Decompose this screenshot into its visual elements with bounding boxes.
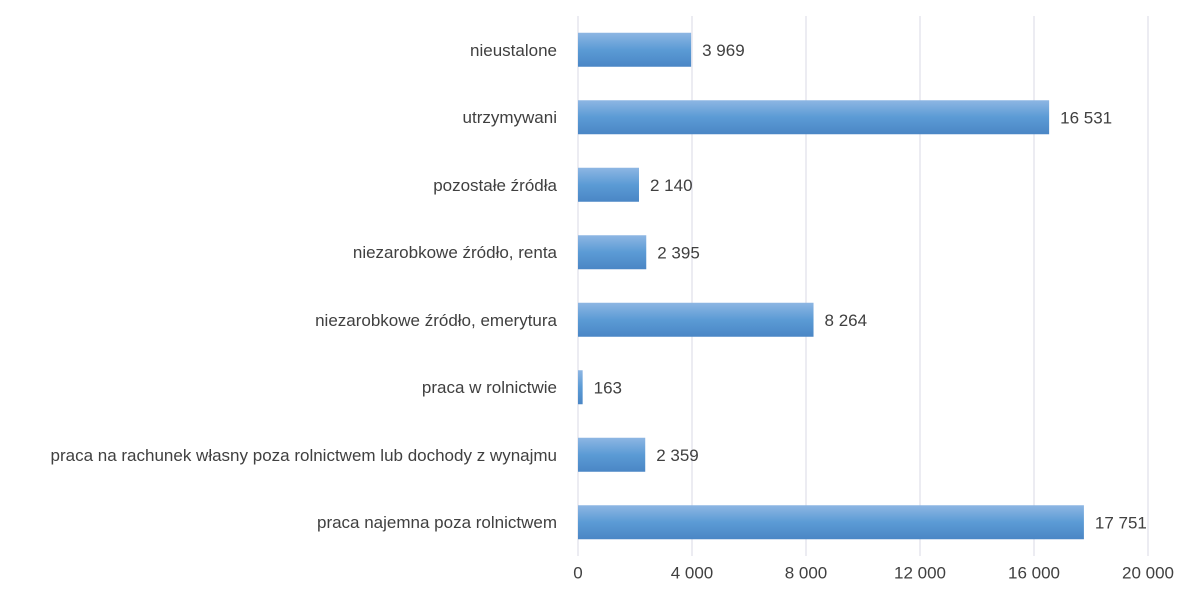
value-label: 163	[594, 379, 622, 398]
y-tick-label: praca w rolnictwie	[421, 378, 557, 398]
value-label: 2 359	[656, 446, 699, 465]
value-label: 2 140	[650, 176, 693, 195]
x-tick-label: 12 000	[894, 563, 946, 582]
y-tick-label: niezarobkowe źródło, emerytura	[315, 310, 557, 330]
y-tick-label: pozostałe źródła	[433, 175, 557, 195]
y-tick-label: niezarobkowe źródło, renta	[352, 243, 557, 263]
bar	[578, 167, 639, 202]
y-tick-label: utrzymywani	[462, 108, 557, 128]
x-tick-label: 4 000	[671, 563, 714, 582]
x-tick-label: 0	[573, 563, 582, 582]
bar	[578, 32, 692, 67]
bar	[578, 370, 583, 405]
value-label: 2 395	[657, 244, 700, 263]
value-label: 16 531	[1060, 109, 1112, 128]
value-label: 3 969	[702, 41, 745, 60]
value-label: 8 264	[825, 311, 868, 330]
y-tick-label: nieustalone	[470, 40, 557, 60]
y-tick-label: praca na rachunek własny poza rolnictwem…	[50, 445, 557, 465]
x-tick-label: 20 000	[1122, 563, 1174, 582]
bar	[578, 235, 647, 270]
x-tick-label: 16 000	[1008, 563, 1060, 582]
y-tick-label: praca najemna poza rolnictwem	[316, 513, 557, 533]
x-tick-label: 8 000	[785, 563, 828, 582]
bar	[578, 100, 1050, 135]
bar	[578, 505, 1084, 540]
bar	[578, 302, 814, 337]
value-label: 17 751	[1095, 514, 1147, 533]
bar	[578, 437, 646, 472]
